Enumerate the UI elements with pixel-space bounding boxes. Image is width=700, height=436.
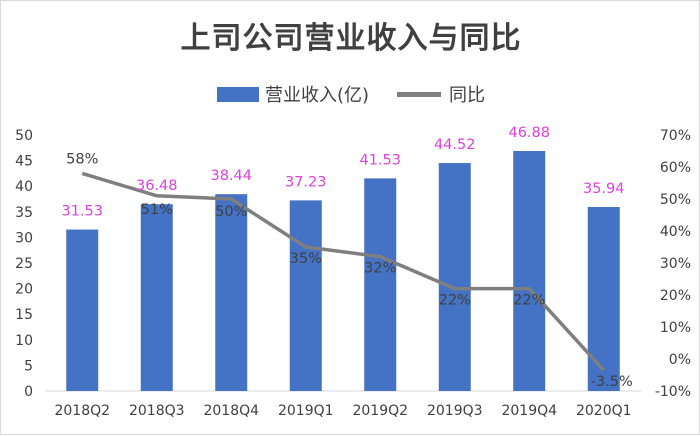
legend-label-yoy: 同比	[449, 85, 486, 106]
bar	[587, 206, 620, 391]
yoy-value-label: -3.5%	[591, 374, 633, 390]
y-tick-label: 10	[15, 333, 33, 349]
bar-value-label: 35.94	[583, 181, 625, 197]
y2-tick-label: 60%	[660, 160, 691, 176]
yoy-value-label: 50%	[215, 204, 247, 220]
y-tick-label: 50	[15, 128, 33, 144]
x-tick-label: 2020Q1	[576, 403, 632, 419]
y-tick-label: 20	[15, 282, 33, 298]
y-tick-label: 35	[15, 205, 33, 221]
bar	[215, 194, 248, 391]
x-tick-label: 2018Q3	[129, 403, 185, 419]
yoy-value-label: 51%	[141, 202, 173, 218]
y2-tick-label: 10%	[660, 320, 691, 336]
y2-tick-label: 50%	[660, 192, 691, 208]
chart-title: 上司公司营业收入与同比	[180, 21, 522, 56]
x-tick-label: 2019Q3	[427, 403, 483, 419]
x-tick-label: 2019Q4	[501, 403, 557, 419]
yoy-value-label: 35%	[290, 251, 322, 267]
x-tick-label: 2018Q2	[54, 403, 110, 419]
bar	[513, 150, 546, 391]
y-tick-label: 5	[24, 358, 33, 374]
bar	[140, 204, 173, 391]
bar-value-label: 36.48	[136, 178, 178, 194]
y2-tick-label: 0%	[669, 352, 691, 368]
y2-tick-label: 40%	[660, 224, 691, 240]
y-tick-label: 30	[15, 230, 33, 246]
legend-label-revenue: 营业收入(亿)	[264, 85, 370, 106]
chart-legend: 营业收入(亿) 同比	[1, 81, 700, 107]
legend-swatch-line	[397, 91, 442, 97]
legend-item-revenue: 营业收入(亿)	[216, 81, 370, 107]
y-tick-label: 15	[15, 307, 33, 323]
bar-value-label: 46.88	[508, 125, 550, 141]
x-tick-label: 2019Q1	[278, 403, 334, 419]
legend-swatch-bar	[216, 86, 259, 102]
bar	[438, 163, 471, 391]
yoy-value-label: 22%	[513, 293, 545, 309]
x-tick-label: 2019Q2	[352, 403, 408, 419]
y2-tick-label: 70%	[660, 128, 691, 144]
bar	[289, 200, 322, 391]
bar-value-label: 31.53	[61, 204, 103, 220]
bar-value-label: 41.53	[359, 152, 401, 168]
x-tick-label: 2018Q4	[203, 403, 259, 419]
yoy-line	[81, 171, 606, 372]
legend-item-yoy: 同比	[397, 81, 485, 107]
bar-value-label: 44.52	[434, 137, 476, 153]
y-tick-label: 25	[15, 256, 33, 272]
bar-value-label: 37.23	[285, 174, 327, 190]
y-tick-label: 0	[24, 384, 33, 400]
yoy-value-label: 58%	[66, 151, 98, 167]
y-tick-label: 40	[15, 179, 33, 195]
bar	[364, 178, 397, 391]
y2-tick-label: 30%	[660, 256, 691, 272]
y2-tick-label: 20%	[660, 288, 691, 304]
y2-tick-label: -10%	[655, 384, 691, 400]
bar	[66, 229, 99, 391]
y-tick-label: 45	[15, 154, 33, 170]
yoy-value-label: 22%	[439, 293, 471, 309]
bar-value-label: 38.44	[210, 168, 252, 184]
yoy-value-label: 32%	[364, 261, 396, 277]
